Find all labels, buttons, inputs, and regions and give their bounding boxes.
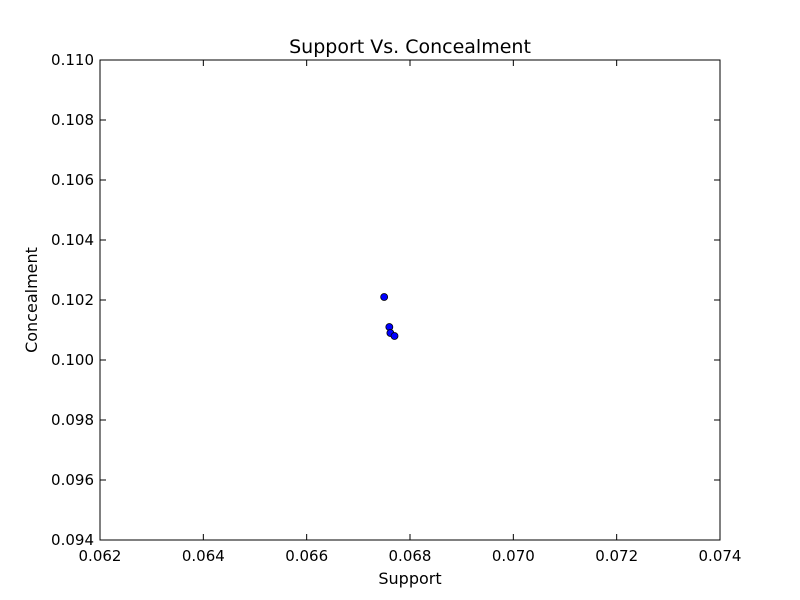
- y-tick-label: 0.106: [51, 171, 94, 189]
- x-tick-label: 0.074: [699, 547, 742, 565]
- data-point: [380, 293, 389, 301]
- x-tick-label: 0.072: [595, 547, 638, 565]
- x-axis-label: Support: [378, 569, 441, 588]
- chart-title: Support Vs. Concealment: [289, 36, 531, 58]
- y-tick-label: 0.100: [51, 351, 94, 369]
- y-tick-label: 0.108: [51, 111, 94, 129]
- y-axis-label: Concealment: [22, 247, 41, 353]
- plot-frame: [99, 59, 721, 541]
- y-tick-label: 0.098: [51, 411, 94, 429]
- x-tick-label: 0.066: [285, 547, 328, 565]
- y-tick-label: 0.102: [51, 291, 94, 309]
- x-tick-label: 0.064: [182, 547, 225, 565]
- x-tick-label: 0.068: [389, 547, 432, 565]
- data-point: [390, 332, 399, 340]
- plot-area: 0.062 0.064 0.066 0.068 0.070 0.072 0.074 0.094…: [51, 51, 741, 565]
- x-tick-label: 0.070: [492, 547, 535, 565]
- y-tick-label: 0.094: [51, 531, 94, 549]
- y-tick-label: 0.096: [51, 471, 94, 489]
- x-tick-label: 0.062: [79, 547, 122, 565]
- y-tick-label: 0.110: [51, 51, 94, 69]
- y-tick-label: 0.104: [51, 231, 94, 249]
